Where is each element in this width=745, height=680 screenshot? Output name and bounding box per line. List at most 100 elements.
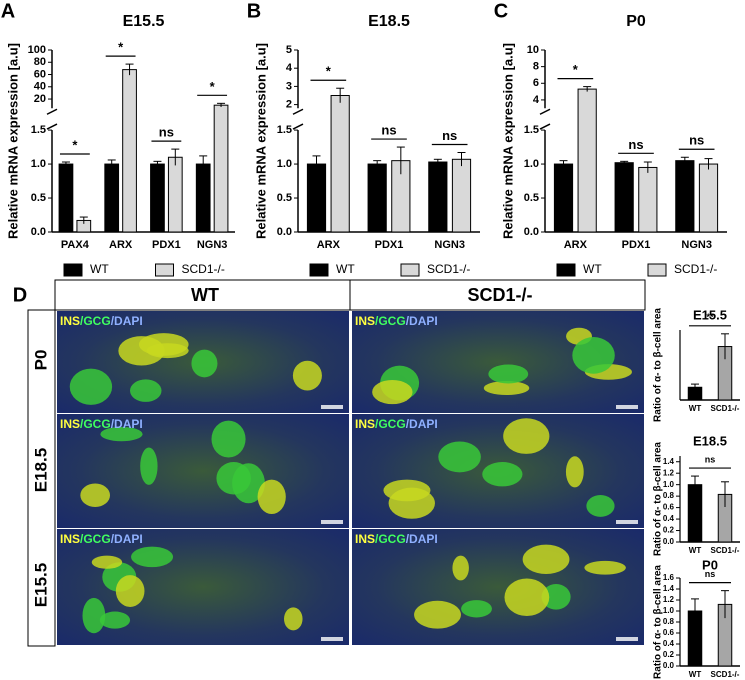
bar	[306, 163, 327, 233]
islet	[383, 479, 431, 502]
y-tick-label: 20	[34, 93, 46, 105]
error-bar	[61, 161, 70, 167]
y-tick-label: 40	[34, 81, 46, 93]
islet	[292, 360, 322, 391]
axis-break	[46, 123, 58, 130]
x-tick-label: WT	[689, 670, 702, 679]
chart-title: P0	[702, 557, 718, 572]
bar	[614, 162, 634, 233]
column-label: SCD1-/-	[467, 285, 532, 305]
y-tick-label: 1.0	[277, 158, 292, 170]
x-tick-label: NGN3	[197, 239, 228, 251]
islet	[257, 479, 286, 515]
bar	[638, 166, 658, 233]
error-bar	[721, 590, 729, 619]
stain-label: INS/GCG/DAPI	[355, 314, 438, 328]
significance-label: *	[72, 137, 78, 152]
error-bar	[721, 481, 729, 508]
significance-label: ns	[159, 125, 174, 140]
legend-label: WT	[336, 262, 355, 276]
panel-letter: A	[1, 0, 15, 22]
islet	[115, 575, 145, 607]
y-axis-label: Relative mRNA expression [a.u]	[500, 43, 515, 239]
y-tick-label: 0.5	[524, 192, 539, 204]
chart-title: P0	[626, 13, 646, 30]
error-bar	[583, 86, 592, 92]
y-tick-label: 1.5	[524, 124, 539, 136]
y-tick-label: 1.4	[663, 584, 675, 593]
scale-bar	[616, 637, 638, 641]
y-tick-label: 1.0	[31, 158, 46, 170]
panel-letter: C	[494, 0, 508, 22]
panel-letter: B	[247, 0, 261, 22]
scale-bar	[321, 520, 343, 524]
x-tick-label: ARX	[109, 239, 133, 251]
y-tick-label: 2	[286, 99, 292, 111]
error-bar	[153, 160, 162, 167]
error-bar	[620, 160, 629, 165]
y-tick-label: 0.6	[663, 628, 675, 637]
stain-part: /DAPI	[111, 417, 143, 431]
stain-part: INS	[355, 532, 375, 546]
row-label: P0	[31, 350, 50, 371]
significance-label: *	[326, 64, 332, 79]
islet	[80, 483, 110, 507]
bar	[150, 163, 165, 233]
bar	[195, 163, 211, 233]
x-tick-label: SCD1-/-	[711, 546, 740, 555]
y-tick-label: 1.2	[663, 595, 675, 604]
error-bar	[704, 158, 713, 170]
stain-part: /DAPI	[111, 532, 143, 546]
y-axis-label: Ratio of α- to β-cell area	[653, 442, 664, 556]
y-tick-label: 1.0	[524, 158, 539, 170]
y-tick-label: 0.0	[31, 226, 46, 238]
islet	[483, 381, 530, 396]
y-tick-label: 0.2	[663, 526, 675, 535]
bar	[213, 104, 229, 233]
y-tick-label: 0.8	[663, 491, 675, 500]
axis-break	[46, 108, 58, 115]
image-panel: D WT SCD1-/- P0 E18.5 E15.5 INS/GCG/DAPI…	[13, 279, 646, 647]
stain-part: INS	[60, 314, 80, 328]
legend-swatch	[63, 263, 83, 277]
micrograph	[352, 529, 644, 645]
significance-label: *	[573, 62, 579, 77]
stain-label: INS/GCG/DAPI	[60, 417, 143, 431]
error-bar	[373, 160, 382, 168]
column-label: WT	[191, 285, 219, 305]
axis-break	[292, 123, 304, 130]
bar	[122, 69, 137, 233]
bar	[330, 95, 350, 233]
islet	[522, 544, 570, 575]
error-bar	[457, 152, 466, 167]
error-bar	[199, 155, 208, 173]
x-tick-label: PDX1	[152, 239, 181, 251]
islet	[572, 337, 615, 374]
y-tick-label: 1.4	[663, 457, 675, 466]
y-tick-label: 60	[34, 68, 46, 80]
stain-part: /DAPI	[406, 532, 438, 546]
stain-part: INS	[60, 417, 80, 431]
islet	[461, 600, 492, 618]
y-tick-label: 0.0	[524, 226, 539, 238]
y-tick-label: 8	[533, 61, 539, 73]
error-bar	[79, 216, 88, 224]
significance-label: ns	[628, 137, 643, 152]
islet	[82, 597, 106, 634]
bar	[698, 163, 719, 233]
error-bar	[336, 87, 345, 103]
islet	[284, 607, 303, 631]
chart-title: E15.5	[693, 307, 727, 322]
y-tick-label: 1.5	[277, 124, 292, 136]
significance-label: ns	[689, 133, 704, 148]
significance-label: ns	[705, 569, 716, 579]
stain-label: INS/GCG/DAPI	[60, 314, 143, 328]
x-tick-label: WT	[689, 404, 702, 413]
islet	[488, 364, 529, 384]
x-tick-label: ARX	[564, 239, 588, 251]
islet	[131, 546, 174, 568]
y-tick-label: 5	[286, 44, 292, 56]
islet	[191, 349, 218, 378]
islet	[565, 456, 584, 488]
islet	[503, 418, 550, 454]
